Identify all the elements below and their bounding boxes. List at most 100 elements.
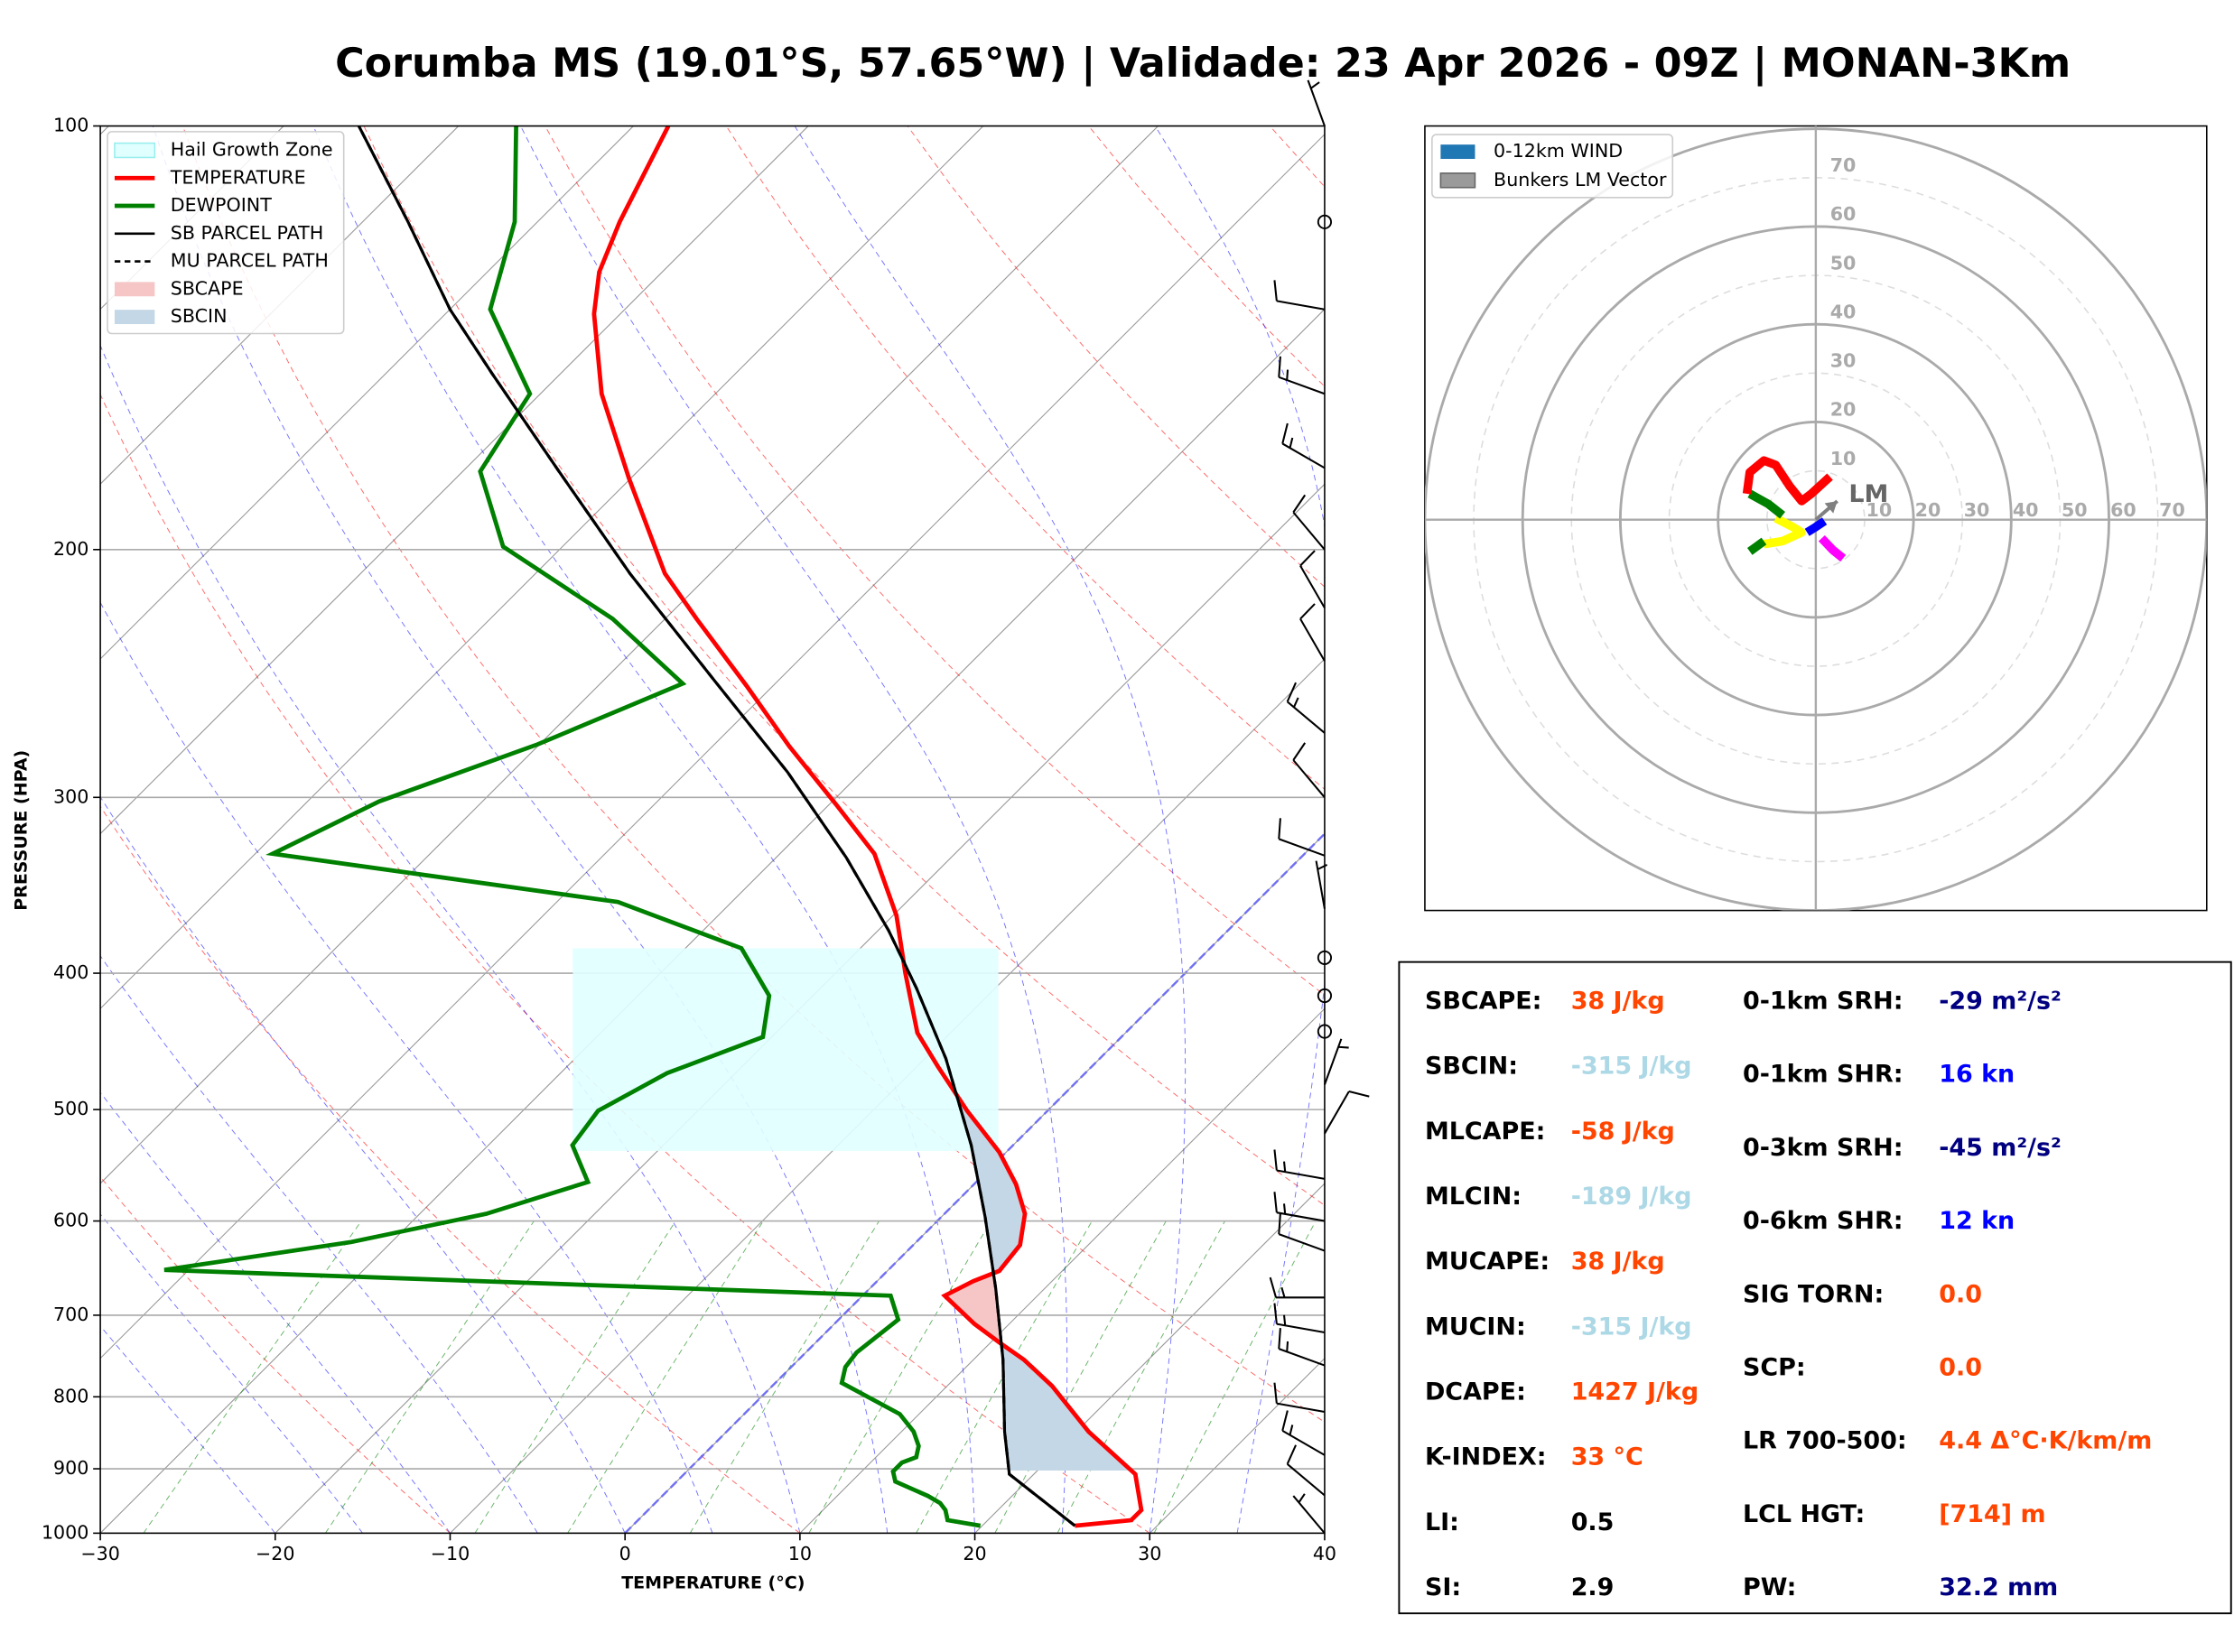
- stat-label: MLCIN:: [1425, 1183, 1522, 1211]
- stat-value: 33 °C: [1571, 1443, 1643, 1471]
- isotherm: [799, 1007, 1325, 1534]
- stat-value: -315 J/kg: [1571, 1313, 1692, 1341]
- wind-barb: [1273, 280, 1326, 311]
- stat-value: -29 m²/s²: [1939, 988, 2062, 1016]
- lm-label: LM: [1848, 480, 1888, 508]
- stat-value: 0.0: [1939, 1280, 1982, 1308]
- x-tick-label: 10: [788, 1543, 812, 1564]
- wind-barb: [1315, 860, 1328, 909]
- cin-shading: [1003, 1391, 1060, 1396]
- cin-shading: [985, 1222, 1024, 1227]
- hodograph-trace: [1746, 537, 1767, 555]
- isotherm: [100, 125, 809, 835]
- cin-shading: [984, 1219, 1025, 1223]
- hodograph-tick-label: 30: [1964, 499, 1990, 521]
- wind-barb: [1292, 1493, 1326, 1535]
- x-tick-label: 40: [1313, 1543, 1336, 1564]
- wind-barb: [1324, 1090, 1370, 1135]
- hodograph-trace: [1818, 534, 1847, 562]
- stat-label: 0-1km SHR:: [1743, 1061, 1903, 1089]
- wind-barb: [1286, 1444, 1326, 1497]
- cin-shading: [1003, 1397, 1065, 1401]
- wind-barb: [1299, 550, 1326, 608]
- wind-barb-calm: [1317, 950, 1333, 966]
- cin-shading: [978, 1185, 1019, 1191]
- stat-label: 0-1km SRH:: [1743, 988, 1903, 1016]
- cin-shading: [1002, 1378, 1048, 1382]
- wind-barb: [1323, 1038, 1349, 1085]
- cin-shading: [982, 1208, 1025, 1212]
- stat-label: MUCAPE:: [1425, 1248, 1550, 1276]
- y-tick-label: 200: [53, 538, 88, 560]
- stat-label: SBCAPE:: [1425, 988, 1541, 1016]
- cin-shading: [1007, 1455, 1119, 1459]
- mixing-ratio-line: [916, 1220, 1093, 1534]
- cin-shading: [980, 1193, 1021, 1198]
- x-tick-label: −20: [256, 1543, 294, 1564]
- cin-shading: [1003, 1380, 1051, 1385]
- stat-value: 0.0: [1939, 1354, 1982, 1382]
- hodograph-tick-label: 40: [2013, 499, 2039, 521]
- stat-value: 38 J/kg: [1571, 1248, 1665, 1276]
- stat-label: SIG TORN:: [1743, 1280, 1884, 1308]
- wind-barb-calm: [1317, 214, 1333, 229]
- cin-shading: [1006, 1448, 1111, 1452]
- chart-title: Corumba MS (19.01°S, 57.65°W) | Validade…: [335, 41, 2071, 87]
- y-tick-label: 800: [53, 1385, 88, 1406]
- isotherm: [100, 308, 1325, 1534]
- wind-barb: [1278, 356, 1326, 395]
- moist-adiabat: [152, 125, 889, 1534]
- cin-shading: [1003, 1402, 1068, 1406]
- cin-shading: [981, 1196, 1022, 1202]
- moist-adiabat: [100, 344, 801, 1534]
- moist-adiabat: [100, 1091, 451, 1534]
- cin-shading: [1004, 1430, 1092, 1434]
- dry-adiabat: [182, 125, 1325, 1423]
- moist-adiabat: [1154, 125, 1325, 1534]
- stat-value: -58 J/kg: [1571, 1118, 1675, 1146]
- cin-shading: [973, 1163, 1008, 1168]
- cin-shading: [1003, 1383, 1054, 1387]
- legend-label: SBCIN: [171, 305, 228, 327]
- x-tick-label: 20: [963, 1543, 986, 1564]
- stat-value: 1427 J/kg: [1571, 1378, 1699, 1406]
- profile-line: [591, 125, 1144, 1528]
- x-axis-label: TEMPERATURE (°C): [621, 1573, 805, 1592]
- cin-shading: [1007, 1460, 1124, 1464]
- hodograph-trace: [1763, 514, 1806, 549]
- wind-barb: [1278, 1213, 1326, 1252]
- cin-shading: [1003, 1423, 1085, 1427]
- wind-barb: [1269, 1276, 1325, 1299]
- wind-barb: [1278, 1328, 1326, 1367]
- hodograph-tick-label: 50: [1830, 252, 1857, 274]
- legend-swatch: [114, 282, 155, 297]
- hodograph-tick-label: 10: [1866, 499, 1892, 521]
- wind-barbs: [1269, 79, 1370, 1535]
- plot-frame: [99, 125, 1326, 1535]
- cin-shading: [976, 1174, 1014, 1179]
- cin-shading: [1005, 1445, 1108, 1449]
- lm-arrowhead: [1824, 501, 1838, 514]
- cin-shading: [1005, 1438, 1101, 1442]
- x-tick-label: −10: [431, 1543, 470, 1564]
- cin-shading: [1003, 1410, 1075, 1414]
- cin-shading: [1005, 1441, 1103, 1444]
- wind-barb-calm: [1317, 988, 1333, 1004]
- y-tick-label: 400: [53, 961, 88, 983]
- cin-shading: [1005, 1443, 1105, 1447]
- isotherm: [100, 125, 984, 1010]
- cin-shading: [975, 1170, 1012, 1175]
- stat-value: 0.5: [1571, 1508, 1615, 1536]
- profile-line: [163, 125, 982, 1528]
- cin-shading: [979, 1189, 1019, 1194]
- stat-label: SCP:: [1743, 1354, 1806, 1382]
- hodograph-legend-box: [1431, 134, 1674, 199]
- cin-shading: [974, 1166, 1010, 1172]
- wind-barb: [1273, 1192, 1326, 1222]
- cin-shading: [981, 1201, 1023, 1205]
- y-tick-label: 100: [53, 115, 88, 136]
- cape-shading: [944, 1295, 998, 1300]
- isotherm: [100, 125, 1159, 1184]
- hodograph-tick-label: 60: [2110, 499, 2136, 521]
- legend-swatch: [114, 142, 156, 159]
